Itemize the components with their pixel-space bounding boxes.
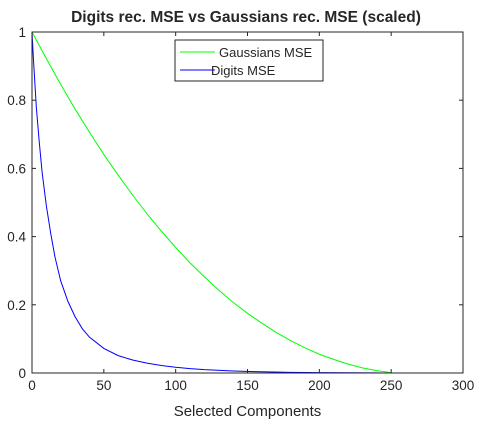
y-tick-label: 1 (18, 25, 26, 40)
x-tick-label: 50 (96, 378, 111, 393)
y-tick-label: 0.6 (7, 161, 26, 176)
x-tick-label: 0 (28, 378, 36, 393)
legend: Gaussians MSE Digits MSE (174, 39, 324, 82)
chart-title: Digits rec. MSE vs Gaussians rec. MSE (s… (71, 9, 421, 26)
series-line-digits-mse (31, 31, 395, 374)
plot-area (31, 31, 395, 374)
x-tick-label: 200 (308, 378, 331, 393)
y-tick-label: 0.4 (7, 230, 26, 245)
x-axis-label: Selected Components (174, 403, 322, 420)
y-tick-label: 0 (18, 366, 26, 381)
series-line-gaussians-mse (31, 31, 392, 374)
x-tick-label: 100 (164, 378, 187, 393)
x-tick-label: 150 (236, 378, 259, 393)
x-tick-label: 300 (452, 378, 475, 393)
x-axis: 0 50 100 150 200 250 300 (28, 32, 474, 393)
legend-entry-label: Gaussians MSE (219, 45, 313, 60)
x-tick-label: 250 (380, 378, 403, 393)
legend-box (174, 39, 324, 82)
y-axis: 0 0.2 0.4 0.6 0.8 1 (7, 25, 463, 381)
y-tick-label: 0.2 (7, 298, 26, 313)
y-tick-label: 0.8 (7, 93, 26, 108)
legend-entry-label: Digits MSE (211, 63, 276, 78)
